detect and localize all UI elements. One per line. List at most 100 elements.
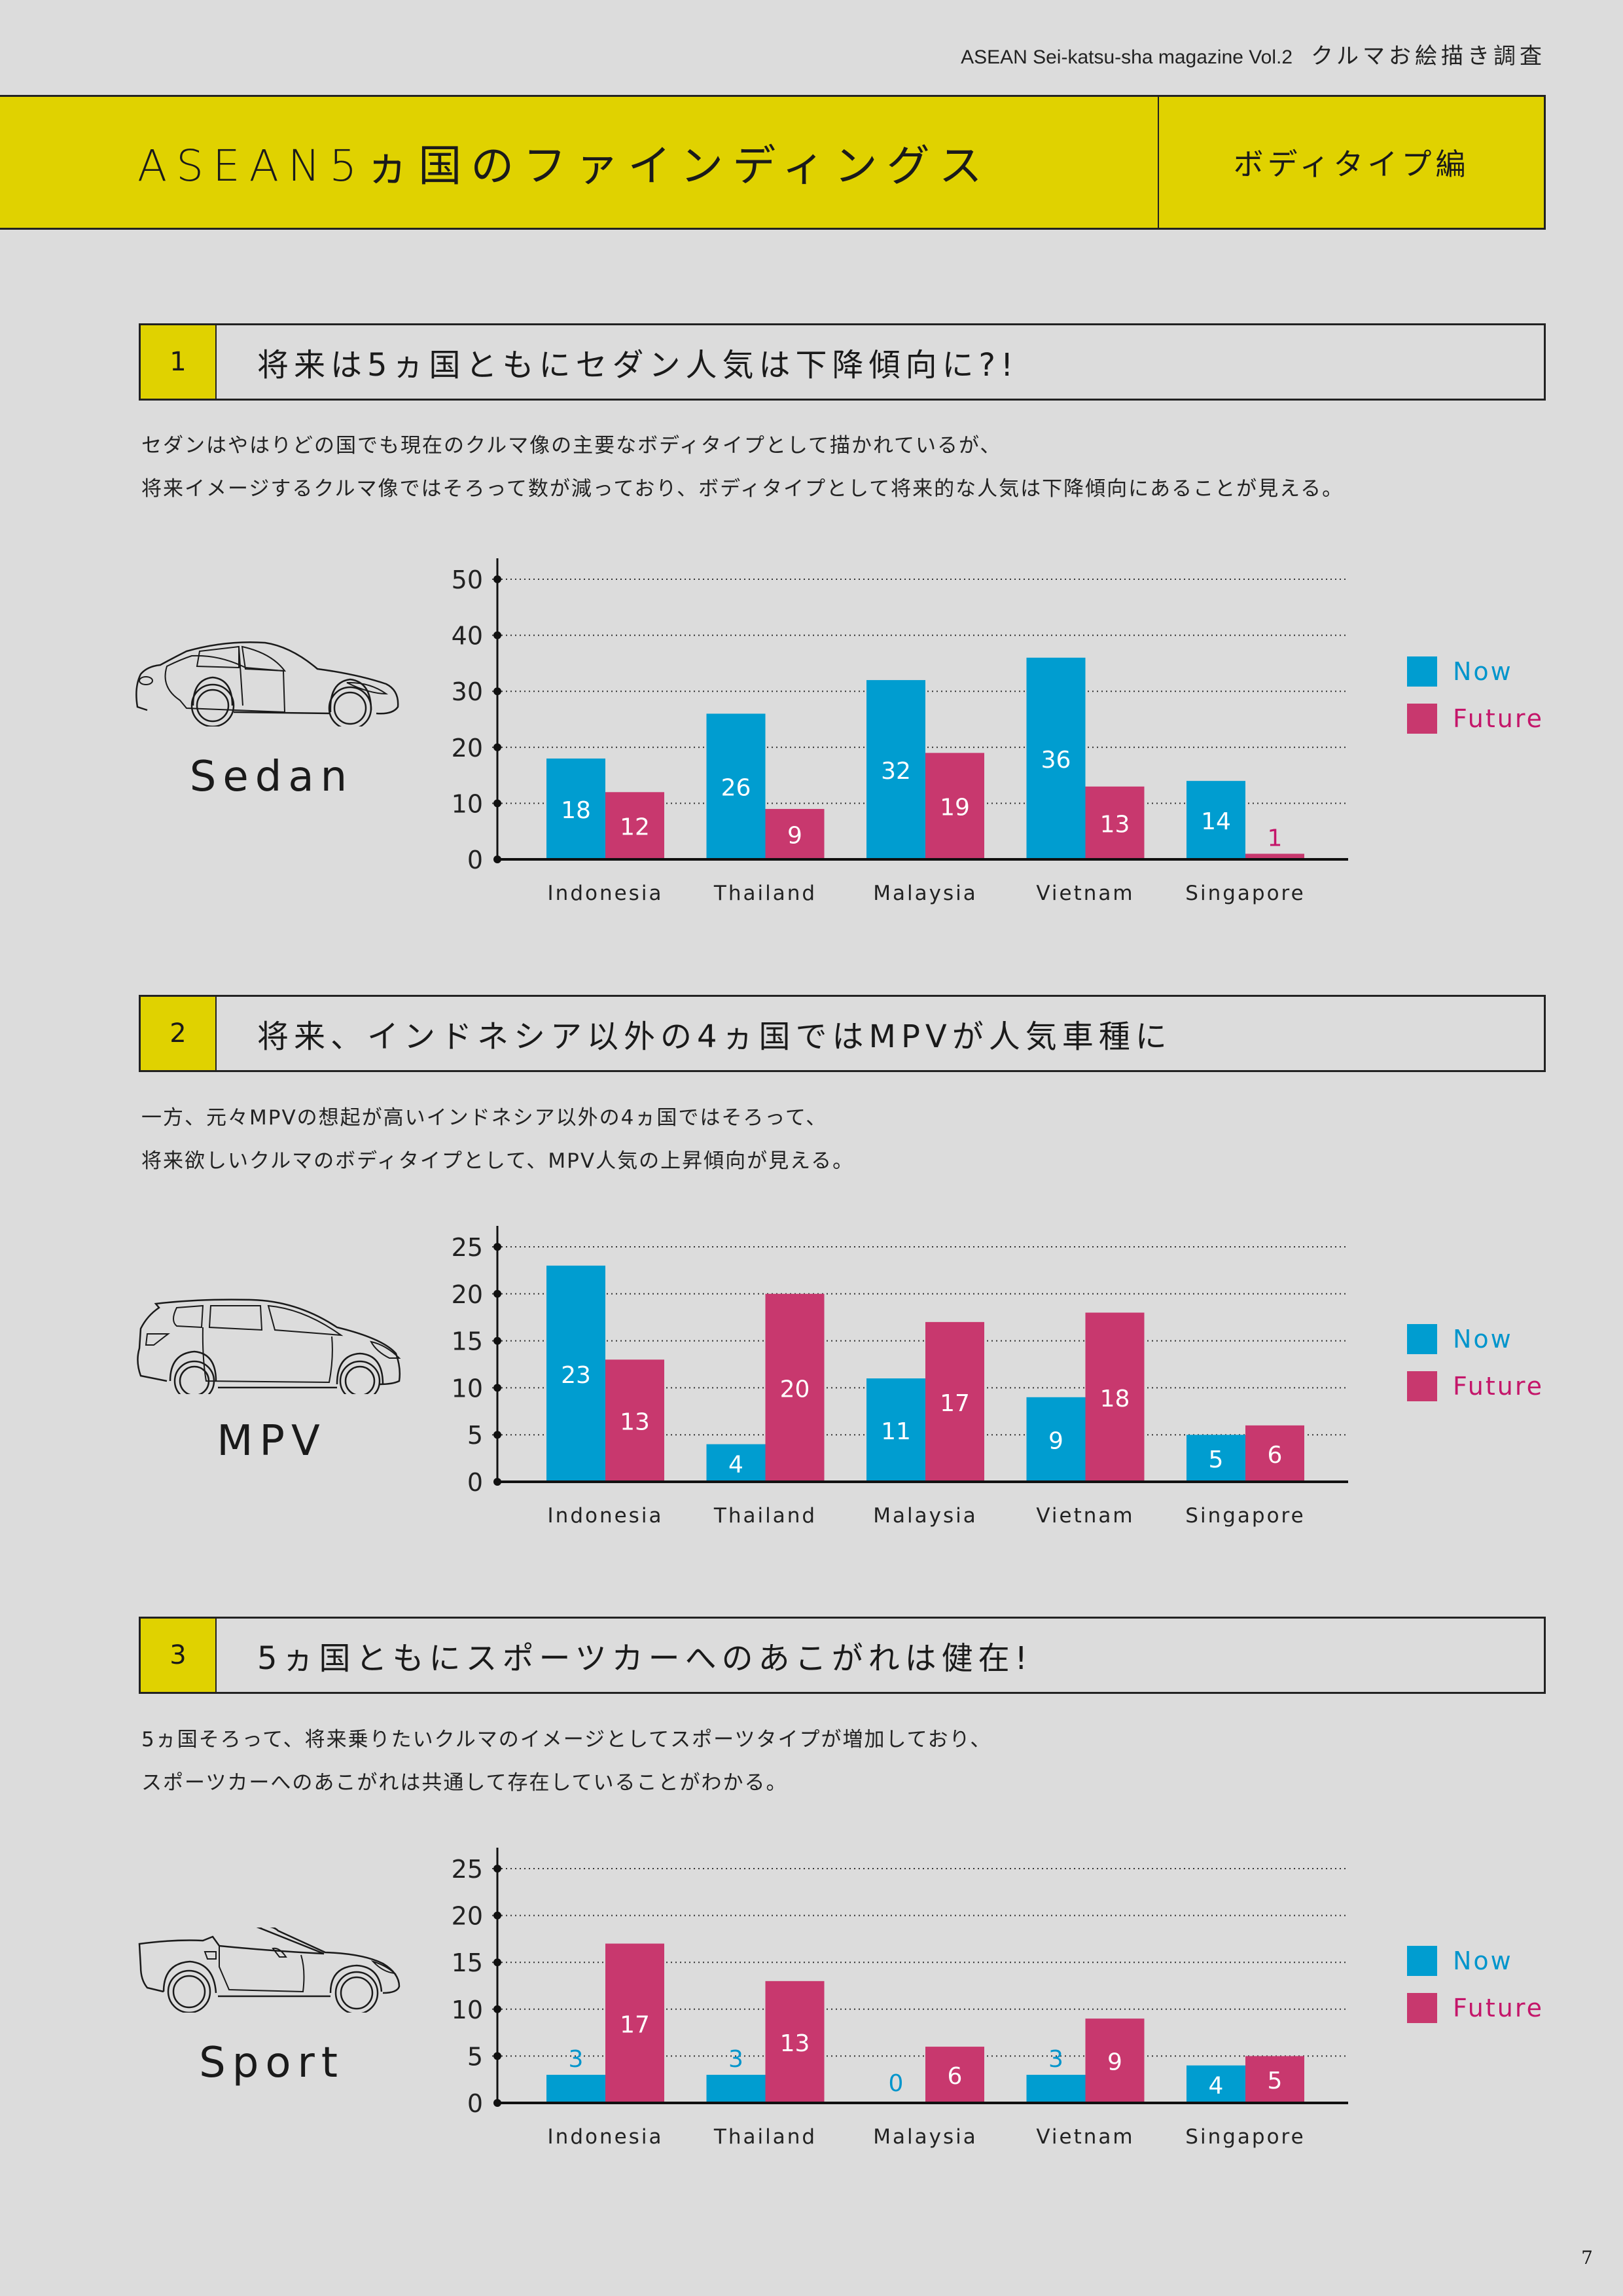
bar-future	[1085, 2018, 1145, 2103]
bar-future	[925, 753, 984, 859]
bar-now	[1026, 1397, 1086, 1482]
magazine-name: ASEAN Sei-katsu-sha magazine Vol.2	[961, 46, 1293, 68]
mpv-bar-chart: 0 5 10 15 20 25 23 13 Indonesia 4 20 Thailand 11 17 Ma…	[452, 1226, 1544, 1528]
section-heading: 将来、インドネシア以外の4ヵ国ではMPVが人気車種に	[257, 1018, 1172, 1055]
x-tick-label: Vietnam	[1036, 2125, 1134, 2149]
data-label: 4	[728, 1451, 743, 1478]
section-number: 1	[141, 325, 217, 399]
x-tick-label: Malaysia	[873, 2125, 977, 2149]
bar-future	[1245, 853, 1304, 859]
data-label: 0	[889, 2070, 904, 2097]
y-tick-label: 25	[452, 1855, 483, 1884]
section-3-body: 5ヵ国そろって、将来乗りたいクルマのイメージとしてスポーツタイプが増加しており、…	[141, 1718, 991, 1804]
data-label: 23	[561, 1362, 591, 1389]
y-tick-label: 30	[452, 677, 483, 706]
bar-future	[1245, 2056, 1304, 2103]
bar-future	[925, 2047, 984, 2103]
bar-now	[1186, 2065, 1245, 2103]
bar-future	[925, 1321, 984, 1482]
x-tick-label: Indonesia	[548, 2125, 664, 2149]
legend-label-future: Future	[1453, 704, 1544, 733]
x-tick-label: Malaysia	[873, 882, 977, 905]
y-tick-label: 0	[467, 846, 483, 874]
data-label: 14	[1201, 808, 1231, 835]
bar-now	[706, 713, 766, 859]
bar-future	[765, 1981, 825, 2103]
body-line: セダンはやはりどの国でも現在のクルマ像の主要なボディタイプとして描かれているが、	[141, 434, 1002, 457]
legend-label-future: Future	[1453, 1372, 1544, 1401]
x-tick-label: Thailand	[713, 1504, 817, 1528]
data-label: 17	[620, 2011, 650, 2038]
data-label: 1	[1268, 825, 1283, 852]
data-label: 6	[1268, 1442, 1283, 1469]
y-tick-label: 25	[452, 1233, 483, 1262]
data-label: 13	[620, 1409, 650, 1436]
y-tick-label: 10	[452, 1996, 483, 2024]
data-label: 26	[721, 775, 751, 802]
data-label: 17	[940, 1390, 970, 1417]
y-tick-label: 20	[452, 1902, 483, 1931]
bar-now	[1026, 2075, 1086, 2103]
y-tick-label: 20	[452, 1280, 483, 1309]
data-label: 20	[780, 1376, 810, 1403]
data-label: 32	[881, 758, 911, 785]
y-tick-label: 10	[452, 789, 483, 818]
data-label: 5	[1209, 1446, 1224, 1473]
body-line: 将来欲しいクルマのボディタイプとして、MPV人気の上昇傾向が見える。	[141, 1149, 855, 1173]
x-tick-label: Malaysia	[873, 1504, 977, 1528]
legend-swatch-future	[1407, 704, 1437, 734]
x-tick-label: Thailand	[713, 2125, 817, 2149]
section-2-body: 一方、元々MPVの想起が高いインドネシア以外の4ヵ国ではそろって、 将来欲しいク…	[141, 1096, 854, 1183]
x-tick-label: Thailand	[713, 882, 817, 905]
data-label: 9	[1048, 1427, 1063, 1454]
data-label: 11	[881, 1418, 911, 1445]
data-label: 5	[1268, 2068, 1283, 2094]
running-head: ASEAN Sei-katsu-sha magazine Vol.2 クルマお絵描…	[961, 38, 1546, 70]
bar-future	[1245, 1425, 1304, 1482]
bar-now	[546, 1265, 605, 1482]
section-3-header: 3 5ヵ国ともにスポーツカーへのあこがれは健在!	[139, 1617, 1546, 1694]
bar-future	[1085, 786, 1145, 859]
data-label: 18	[561, 797, 591, 824]
y-tick-label: 0	[467, 2089, 483, 2118]
bar-now	[1186, 781, 1245, 859]
x-tick-label: Vietnam	[1036, 1504, 1134, 1528]
body-line: 一方、元々MPVの想起が高いインドネシア以外の4ヵ国ではそろって、	[141, 1106, 828, 1130]
legend-swatch-future	[1407, 1993, 1437, 2023]
legend-label-future: Future	[1453, 1994, 1544, 2022]
bar-now	[1186, 1435, 1245, 1482]
body-line: スポーツカーへのあこがれは共通して存在していることがわかる。	[141, 1771, 788, 1795]
bar-future	[605, 792, 664, 859]
sport-bar-chart: 0 5 10 15 20 25 3 17 Indonesia 3 13 Thailand 0 6 Malay…	[452, 1848, 1544, 2149]
data-label: 3	[569, 2046, 584, 2073]
data-label: 3	[728, 2046, 743, 2073]
section-2-header: 2 将来、インドネシア以外の4ヵ国ではMPVが人気車種に	[139, 995, 1546, 1072]
bar-future	[605, 1943, 664, 2103]
x-tick-label: Singapore	[1185, 2125, 1305, 2149]
legend-label-now: Now	[1453, 1946, 1513, 1975]
x-tick-label: Indonesia	[548, 1504, 664, 1528]
section-1-body: セダンはやはりどの国でも現在のクルマ像の主要なボディタイプとして描かれているが、…	[141, 424, 1344, 511]
section-heading: 5ヵ国ともにスポーツカーへのあこがれは健在!	[257, 1640, 1033, 1677]
x-tick-label: Singapore	[1185, 1504, 1305, 1528]
car-type-label: MPV	[217, 1417, 327, 1465]
legend-swatch-now	[1407, 1946, 1437, 1976]
mpv-car-icon	[137, 1299, 401, 1394]
bar-future	[765, 808, 825, 859]
section-number: 3	[141, 1619, 217, 1692]
data-label: 13	[1100, 811, 1130, 838]
legend-swatch-now	[1407, 656, 1437, 687]
survey-name: クルマお絵描き調査	[1311, 44, 1546, 69]
body-line: 5ヵ国そろって、将来乗りたいクルマのイメージとしてスポーツタイプが増加しており、	[141, 1728, 992, 1751]
data-label: 9	[787, 822, 802, 849]
car-type-label: Sport	[199, 2039, 344, 2087]
y-tick-label: 40	[452, 622, 483, 651]
x-tick-label: Vietnam	[1036, 882, 1134, 905]
bar-now	[706, 1444, 766, 1482]
sedan-car-icon	[135, 641, 399, 726]
data-label: 13	[780, 2030, 810, 2057]
x-tick-label: Indonesia	[548, 882, 664, 905]
page-subtitle: ボディタイプ編	[1233, 147, 1470, 182]
data-label: 3	[1048, 2046, 1063, 2073]
y-tick-label: 20	[452, 734, 483, 762]
